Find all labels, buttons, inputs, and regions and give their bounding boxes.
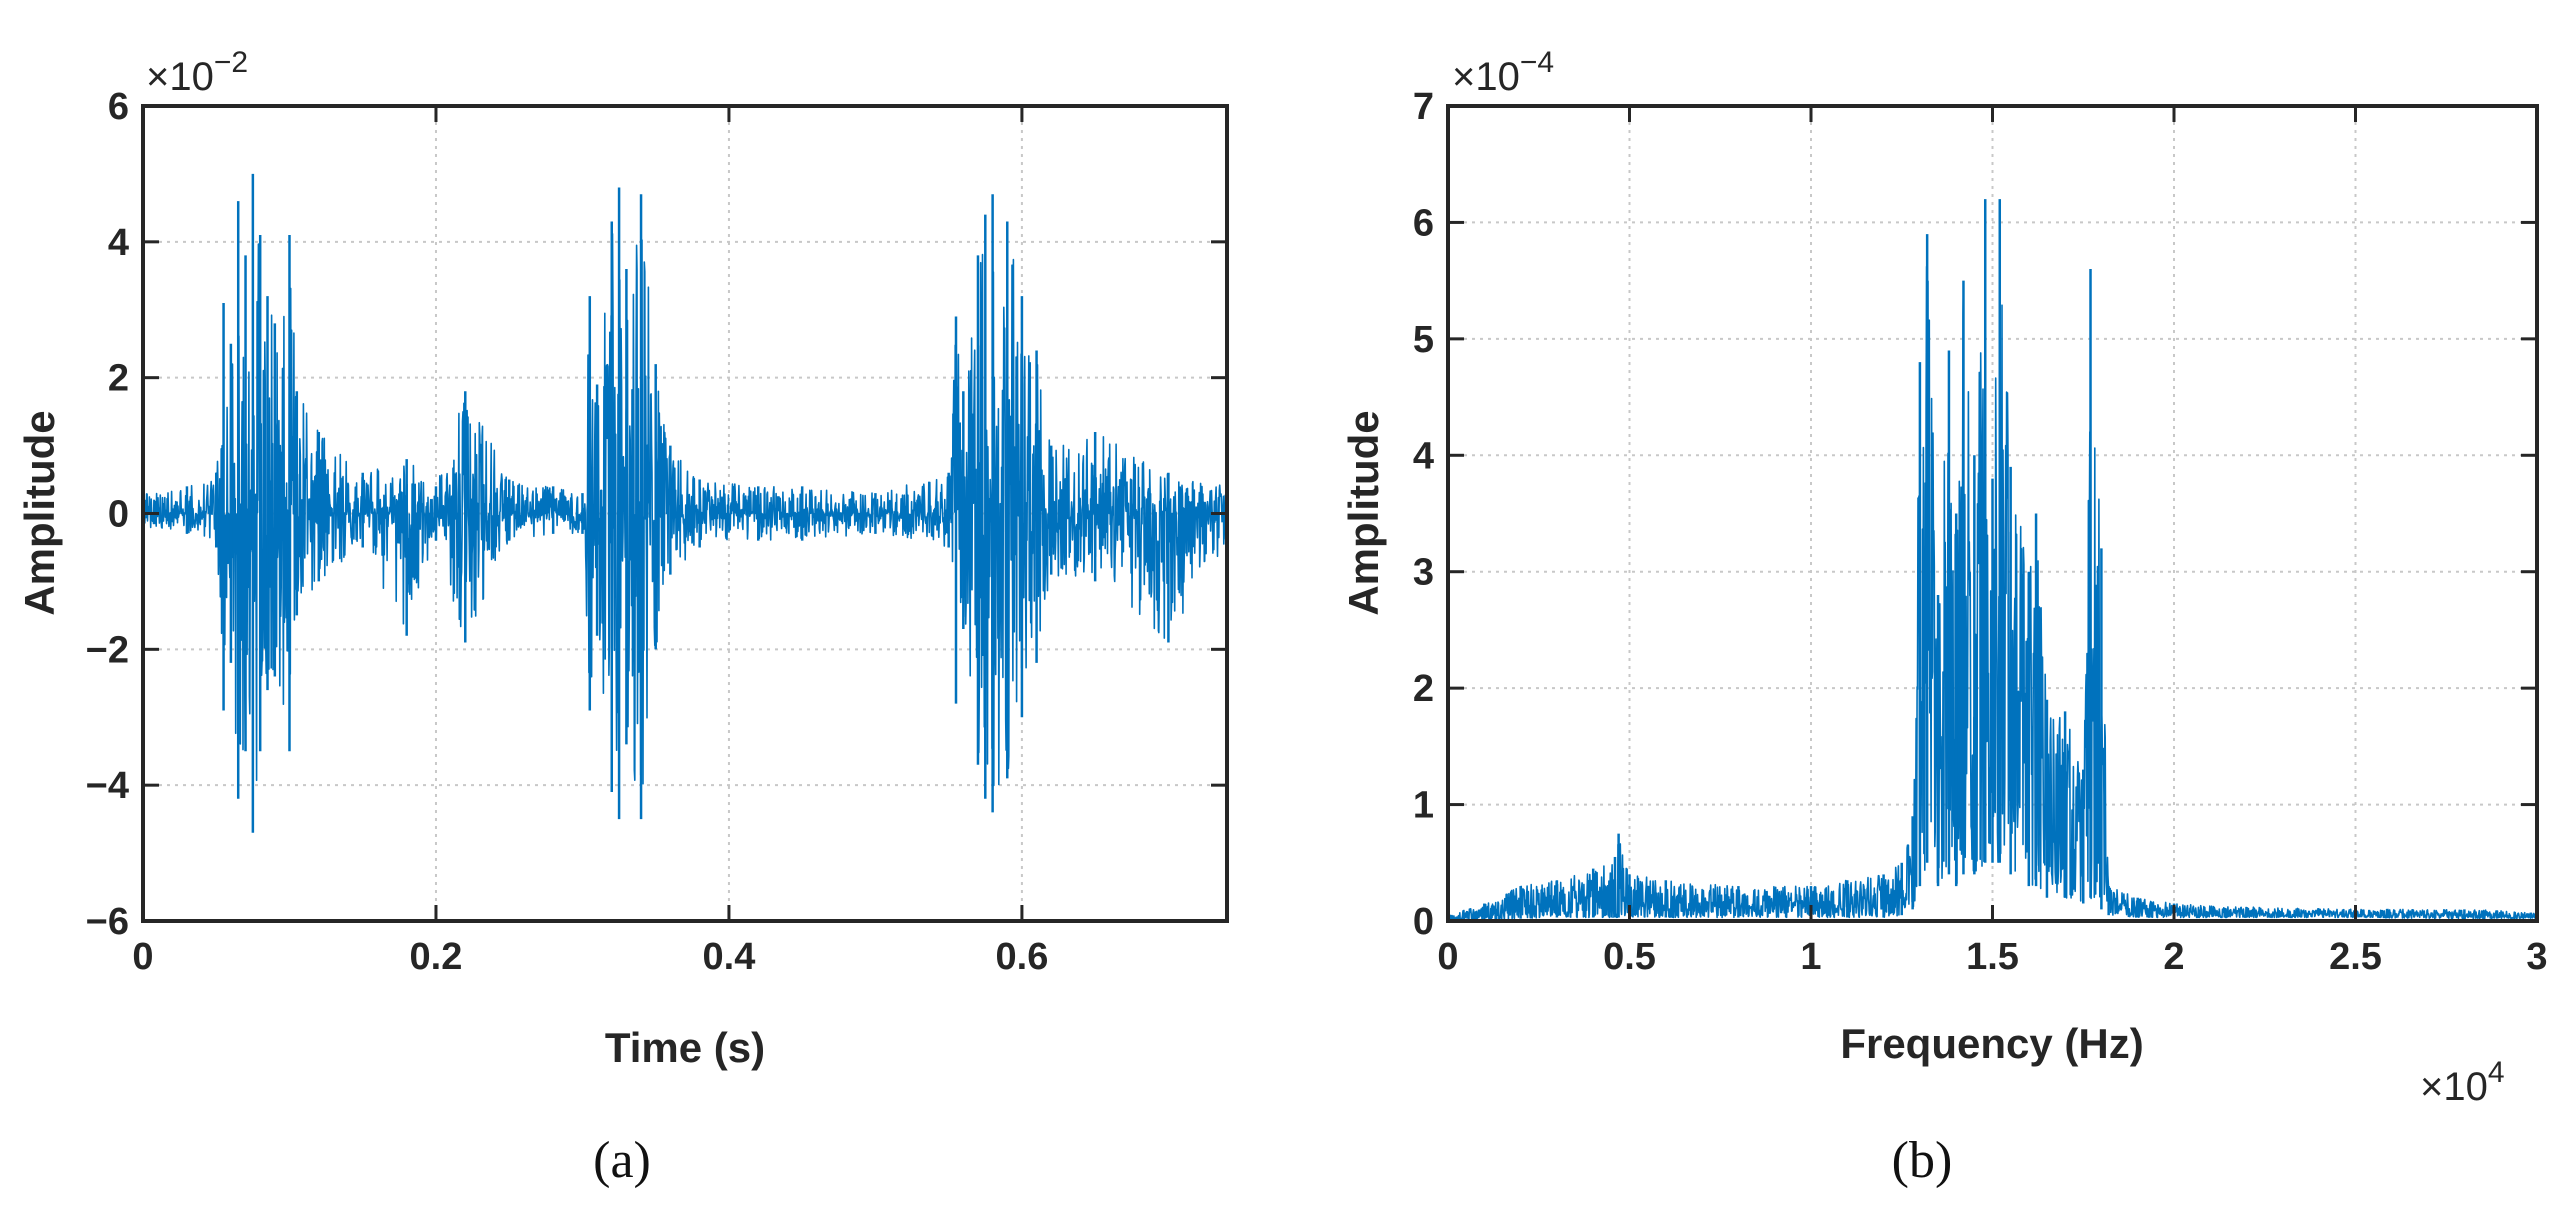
panel-b-y-tick-label: 4 [1413, 435, 1434, 477]
panel-a-y-tick-label: 2 [108, 358, 129, 400]
panel-a-y-tick-label: 0 [108, 494, 129, 536]
panel-a-y-axis-label: Amplitude [16, 410, 63, 615]
panel-a: 0 0.2 0.4 0.6 −6 −4 −2 0 2 4 6 ×10−2 Tim… [16, 46, 1229, 1189]
panel-b-x-exponent: ×104 [2420, 1056, 2505, 1109]
panel-b-y-axis-label: Amplitude [1340, 410, 1387, 615]
panel-a-y-tick-label: −2 [86, 629, 129, 671]
panel-a-y-exponent: ×10−2 [146, 46, 248, 99]
panel-a-y-tick-label: 6 [108, 86, 129, 128]
panel-b-y-tick-label: 1 [1413, 785, 1434, 827]
panel-a-y-exponent-base: ×10 [146, 55, 214, 99]
panel-b-y-tick-label: 0 [1413, 901, 1434, 943]
panel-a-x-axis-label: Time (s) [605, 1024, 765, 1071]
panel-a-x-tick-labels: 0 0.2 0.4 0.6 [132, 936, 1048, 978]
panel-b-y-tick-label: 2 [1413, 668, 1434, 710]
panel-b-x-tick-label: 0.5 [1603, 936, 1656, 978]
panel-a-y-tick-label: 4 [108, 222, 129, 264]
panel-b-x-exponent-base: ×10 [2420, 1065, 2488, 1109]
panel-b-x-tick-label: 1.5 [1966, 936, 2019, 978]
panel-a-x-tick-label: 0.4 [703, 936, 756, 978]
panel-a-y-tick-label: −4 [86, 765, 129, 807]
panel-b-spectrum [1446, 199, 2539, 922]
panel-a-y-tick-label: −6 [86, 901, 129, 943]
panel-b-y-exponent-power: −4 [1520, 46, 1554, 79]
panel-b-x-tick-label: 3 [2526, 936, 2547, 978]
panel-b-y-tick-label: 5 [1413, 319, 1434, 361]
panel-b-x-tick-label: 0 [1437, 936, 1458, 978]
panel-a-y-tick-labels: −6 −4 −2 0 2 4 6 [86, 86, 129, 943]
panel-b-x-tick-label: 2.5 [2329, 936, 2382, 978]
panel-b-y-exponent-base: ×10 [1452, 55, 1520, 99]
panel-b-y-tick-labels: 0 1 2 3 4 5 6 7 [1413, 86, 1434, 943]
panel-b-y-tick-label: 6 [1413, 202, 1434, 244]
panel-b-y-tick-label: 7 [1413, 86, 1434, 128]
panel-b: 0 0.5 1 1.5 2 2.5 3 0 1 2 3 4 5 6 7 ×10−… [1340, 46, 2548, 1189]
panel-b-x-exponent-power: 4 [2488, 1056, 2505, 1089]
panel-b-y-tick-label: 3 [1413, 552, 1434, 594]
panel-b-x-axis-label: Frequency (Hz) [1840, 1020, 2143, 1067]
panel-b-y-exponent: ×10−4 [1452, 46, 1554, 99]
panel-a-y-exponent-power: −2 [214, 46, 248, 79]
panel-a-ticks [141, 104, 1227, 923]
panel-a-caption: (a) [593, 1132, 651, 1189]
panel-b-x-tick-label: 2 [2163, 936, 2184, 978]
panel-b-x-tick-label: 1 [1800, 936, 1821, 978]
panel-a-series-line [142, 233, 1228, 787]
panel-b-caption: (b) [1892, 1132, 1953, 1189]
panel-b-ticks [1446, 104, 2539, 923]
panel-a-x-tick-label: 0.6 [996, 936, 1049, 978]
panel-b-x-tick-labels: 0 0.5 1 1.5 2 2.5 3 [1437, 936, 2547, 978]
panel-a-x-tick-label: 0 [132, 936, 153, 978]
panel-a-signal [141, 173, 1229, 833]
panel-a-x-tick-label: 0.2 [410, 936, 463, 978]
